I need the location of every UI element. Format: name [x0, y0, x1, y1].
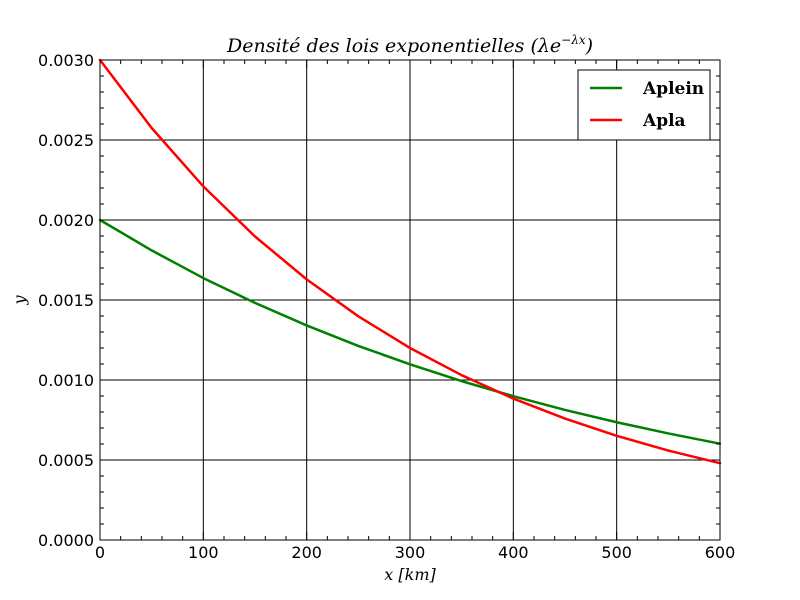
x-tick-label: 300 — [395, 543, 426, 562]
y-tick-label: 0.0020 — [38, 211, 94, 230]
x-tick-label: 200 — [291, 543, 322, 562]
x-tick-label: 600 — [705, 543, 736, 562]
series-line-apla — [98, 58, 722, 465]
series-layer — [98, 58, 722, 465]
chart-title-suffix: ) — [585, 35, 593, 57]
chart-title: Densité des lois exponentielles (λe−λx) — [226, 33, 593, 57]
y-tick-label: 0.0015 — [38, 291, 94, 310]
legend-box — [577, 69, 711, 141]
x-tick-label: 0 — [95, 543, 105, 562]
y-axis-label: y — [10, 295, 29, 306]
x-axis-label: x [km] — [384, 565, 436, 584]
legend-label-aplein: Aplein — [642, 79, 704, 99]
y-tick-label: 0.0025 — [38, 131, 94, 150]
legend: Aplein Apla — [577, 69, 711, 141]
x-tick-label: 100 — [188, 543, 219, 562]
series-line-aplein — [98, 218, 722, 445]
y-tick-label: 0.0030 — [38, 51, 94, 70]
x-tick-label: 400 — [498, 543, 529, 562]
y-tick-label: 0.0005 — [38, 451, 94, 470]
chart-title-exponent: −λx — [561, 33, 586, 47]
ticks: 0 100 200 300 400 500 600 0.0000 0.0005 0.0010 0.0… — [38, 51, 735, 562]
y-tick-label: 0.0000 — [38, 531, 94, 550]
y-tick-label: 0.0010 — [38, 371, 94, 390]
legend-label-apla: Apla — [642, 111, 686, 131]
x-tick-label: 500 — [601, 543, 632, 562]
